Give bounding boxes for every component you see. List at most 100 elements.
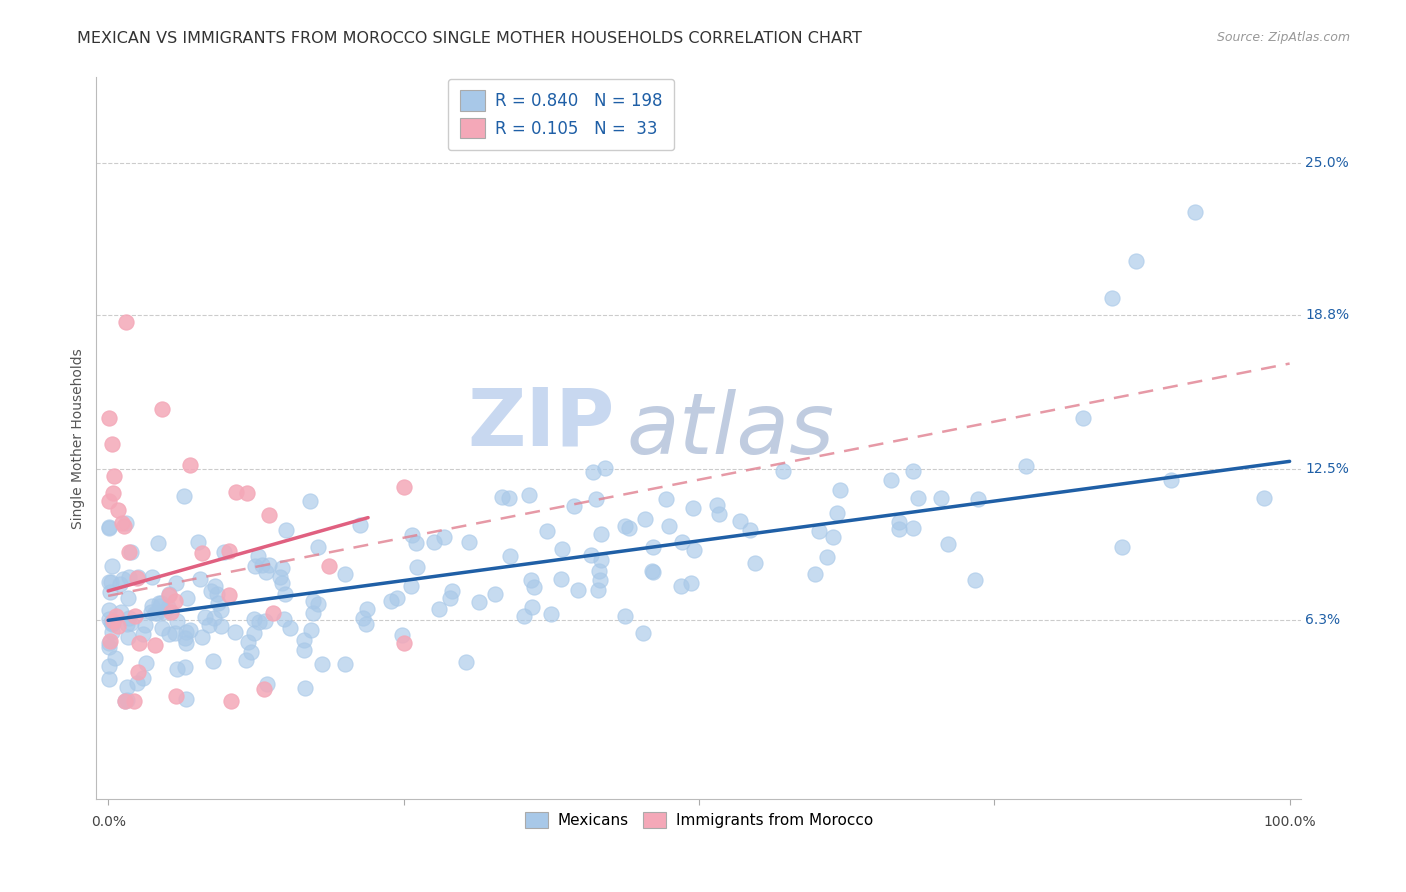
Point [135, 656, 157, 670]
Point [141, 599, 163, 613]
Point [385, 591, 408, 605]
Point [427, 601, 450, 615]
Text: 18.8%: 18.8% [1305, 308, 1350, 322]
Point [200, 584, 222, 599]
Point [1253, 491, 1275, 505]
Point [218, 544, 240, 558]
Point [98, 672, 121, 686]
Point [143, 606, 166, 620]
Point [246, 549, 269, 564]
Point [458, 534, 481, 549]
Point [567, 583, 589, 598]
Point [551, 541, 574, 556]
Point [146, 536, 169, 550]
Point [929, 491, 952, 505]
Point [253, 681, 276, 696]
Point [520, 600, 543, 615]
Point [128, 635, 150, 649]
Point [825, 507, 848, 521]
Point [740, 523, 762, 537]
Point [454, 655, 477, 669]
Point [127, 665, 149, 679]
Point [225, 484, 247, 499]
Point [240, 645, 263, 659]
Point [707, 507, 730, 521]
Point [103, 615, 125, 629]
Point [257, 508, 280, 522]
Point [1160, 473, 1182, 487]
Point [613, 519, 636, 533]
Point [118, 611, 141, 625]
Point [157, 627, 180, 641]
Point [134, 618, 156, 632]
Point [901, 521, 924, 535]
Point [101, 615, 124, 630]
Point [292, 632, 315, 647]
Point [115, 680, 138, 694]
Point [103, 651, 125, 665]
Point [887, 516, 910, 530]
Point [179, 623, 201, 637]
Point [204, 579, 226, 593]
Point [274, 587, 297, 601]
Point [498, 491, 520, 505]
Point [198, 618, 221, 632]
Point [114, 694, 136, 708]
Point [100, 574, 122, 589]
Point [111, 572, 134, 586]
Point [887, 522, 910, 536]
Point [141, 570, 163, 584]
Point [191, 630, 214, 644]
Point [132, 626, 155, 640]
Point [127, 570, 149, 584]
Point [936, 537, 959, 551]
Point [821, 530, 844, 544]
Point [257, 558, 280, 573]
Point [100, 615, 122, 630]
Point [145, 638, 167, 652]
Point [111, 516, 134, 530]
Point [139, 605, 162, 619]
Point [352, 611, 374, 625]
Point [728, 514, 751, 528]
Point [579, 548, 602, 562]
Point [517, 488, 540, 502]
Point [634, 512, 657, 526]
Point [271, 561, 294, 575]
Point [174, 624, 197, 639]
Point [262, 606, 284, 620]
Point [165, 690, 187, 704]
Point [520, 573, 543, 587]
Point [679, 575, 702, 590]
Point [150, 621, 173, 635]
Point [188, 572, 211, 586]
Point [98, 636, 121, 650]
Point [1071, 411, 1094, 425]
Point [581, 465, 603, 479]
Legend: Mexicans, Immigrants from Morocco: Mexicans, Immigrants from Morocco [519, 806, 879, 835]
Point [772, 464, 794, 478]
Point [706, 498, 728, 512]
Point [98, 521, 121, 535]
Point [209, 619, 232, 633]
Point [202, 610, 225, 624]
Point [218, 588, 240, 602]
Point [271, 576, 294, 591]
Point [380, 594, 402, 608]
Point [658, 518, 681, 533]
Point [174, 631, 197, 645]
Point [121, 545, 143, 559]
Point [1125, 253, 1147, 268]
Point [276, 523, 298, 537]
Point [307, 597, 329, 611]
Point [146, 607, 169, 621]
Point [423, 535, 446, 549]
Point [307, 540, 329, 554]
Point [159, 605, 181, 619]
Point [219, 694, 242, 708]
Point [1101, 291, 1123, 305]
Point [224, 625, 246, 640]
Point [879, 473, 901, 487]
Point [513, 608, 536, 623]
Point [294, 681, 316, 695]
